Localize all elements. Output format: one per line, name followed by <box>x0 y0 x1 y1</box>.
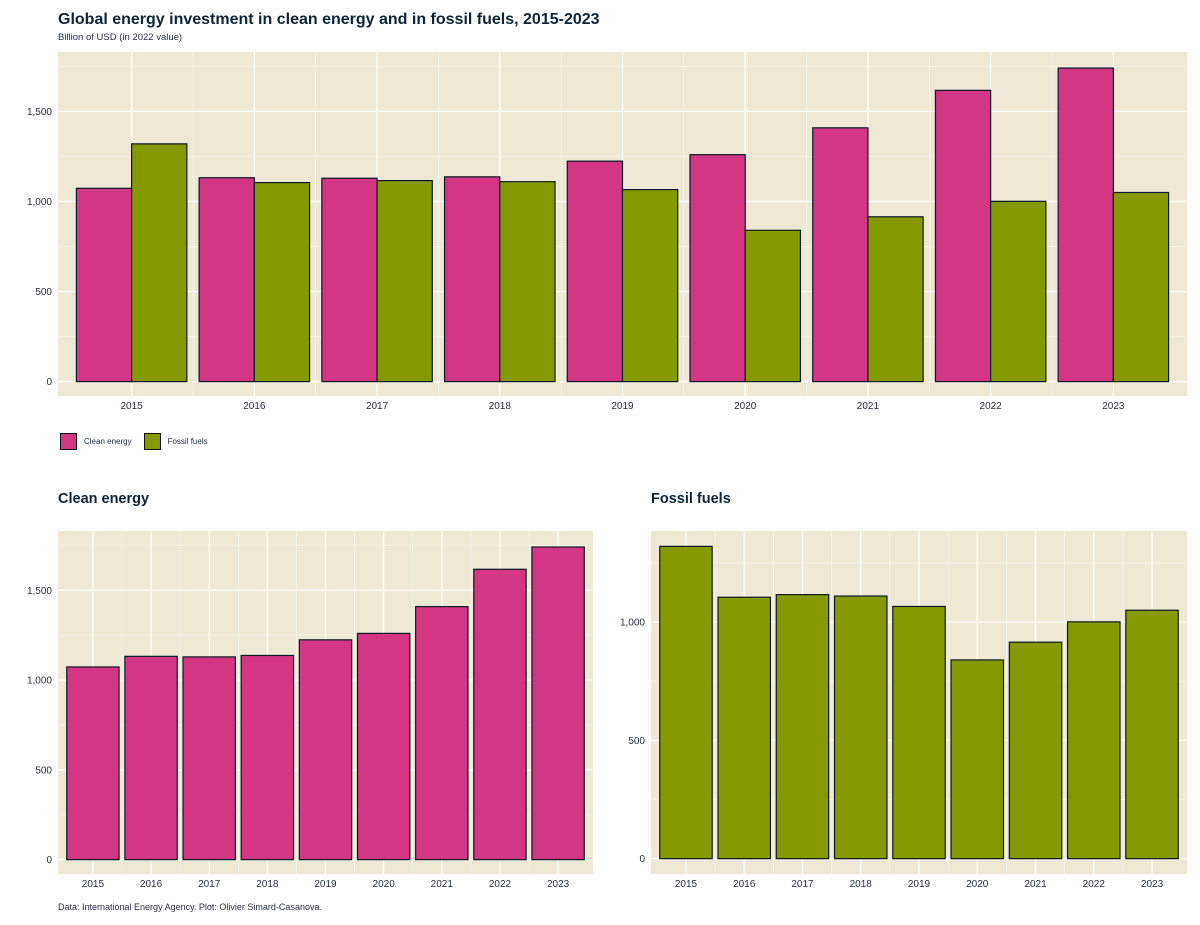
main-bar-fossil-fuels-2020 <box>744 229 802 383</box>
fossil-bar-fossil-fuels-2020 <box>950 659 1005 860</box>
legend-swatch-clean-energy <box>60 433 77 450</box>
clean-xtick-label: 2023 <box>547 879 570 890</box>
main-bar-fossil-fuels-2015 <box>131 143 188 383</box>
main-xtick-label: 2016 <box>243 401 266 412</box>
main-bar-clean-energy-2019 <box>566 160 624 383</box>
fossil-xtick-label: 2017 <box>791 879 814 890</box>
fossil-xtick-label: 2015 <box>675 879 698 890</box>
main-bar-fossil-fuels-2016 <box>253 181 311 383</box>
clean-bar-clean-energy-2020 <box>356 632 411 861</box>
fossil-bar-fossil-fuels-2017 <box>775 594 830 860</box>
clean-panel: 0 500 1,000 1,500 2015 2016 2017 2018 2019 2020 20… <box>27 531 593 890</box>
fossil-ytick-label: 0 <box>639 854 645 865</box>
main-bar-clean-energy-2020 <box>689 154 746 383</box>
clean-xtick-label: 2018 <box>256 879 279 890</box>
main-ytick-label: 0 <box>46 377 52 388</box>
clean-bar-clean-energy-2018 <box>240 654 295 861</box>
main-bar-clean-energy-2017 <box>321 177 378 383</box>
fossil-bar-fossil-fuels-2018 <box>833 595 888 860</box>
main-xtick-label: 2023 <box>1102 401 1125 412</box>
legend: Clean energy Fossil fuels <box>60 433 214 450</box>
clean-bar-clean-energy-2021 <box>415 606 469 861</box>
main-bar-fossil-fuels-2019 <box>621 189 679 383</box>
fossil-xtick-label: 2019 <box>908 879 931 890</box>
main-bar-fossil-fuels-2022 <box>990 200 1047 383</box>
clean-ytick-label: 0 <box>46 855 52 866</box>
main-xtick-label: 2022 <box>980 401 1003 412</box>
main-bar-clean-energy-2018 <box>443 176 501 383</box>
main-bar-clean-energy-2021 <box>812 127 869 383</box>
clean-bar-clean-energy-2022 <box>473 568 527 861</box>
clean-xtick-label: 2016 <box>140 879 163 890</box>
main-bar-clean-energy-2023 <box>1057 67 1114 383</box>
chart-title: Global energy investment in clean energy… <box>58 11 600 28</box>
fossil-xtick-label: 2018 <box>850 879 873 890</box>
clean-bar-clean-energy-2015 <box>66 666 120 861</box>
fossil-bar-fossil-fuels-2021 <box>1008 641 1063 860</box>
clean-xtick-label: 2022 <box>489 879 512 890</box>
clean-xtick-label: 2019 <box>314 879 337 890</box>
main-xtick-label: 2019 <box>611 401 634 412</box>
main-ytick-label: 1,500 <box>27 107 52 118</box>
caption: Data: International Energy Agency. Plot:… <box>58 902 322 912</box>
fossil-bar-fossil-fuels-2016 <box>717 596 772 860</box>
fossil-xtick-label: 2016 <box>733 879 756 890</box>
legend-item-clean-energy: Clean energy <box>60 433 132 450</box>
fossil-bar-fossil-fuels-2023 <box>1125 609 1179 860</box>
fossil-ytick-label: 1,000 <box>620 618 645 629</box>
clean-xtick-label: 2017 <box>198 879 221 890</box>
fossil-ytick-label: 500 <box>628 736 645 747</box>
clean-ytick-label: 1,000 <box>27 676 52 687</box>
main-xtick-label: 2015 <box>121 401 144 412</box>
fossil-xtick-label: 2020 <box>966 879 989 890</box>
clean-bar-clean-energy-2019 <box>298 639 353 861</box>
chart-subtitle: Billion of USD (in 2022 value) <box>58 32 183 43</box>
fossil-panel: 0 500 1,000 2015 2016 2017 2018 2019 2020 2021 202… <box>620 531 1187 890</box>
legend-label-clean-energy: Clean energy <box>84 437 132 446</box>
clean-bar-clean-energy-2023 <box>531 546 585 861</box>
clean-xtick-label: 2021 <box>431 879 454 890</box>
clean-ytick-label: 500 <box>35 765 52 776</box>
main-xtick-label: 2018 <box>489 401 512 412</box>
main-bar-fossil-fuels-2021 <box>867 216 924 383</box>
fossil-bar-fossil-fuels-2015 <box>659 545 713 860</box>
clean-panel-title: Clean energy <box>58 491 150 507</box>
legend-swatch-fossil-fuels <box>143 433 161 450</box>
fossil-panel-title: Fossil fuels <box>651 491 731 507</box>
main-panel: 0 500 1,000 1,500 2015 2016 2017 2018 2019 2020 20… <box>27 52 1187 412</box>
legend-label-fossil-fuels: Fossil fuels <box>167 437 208 446</box>
main-ytick-label: 1,000 <box>27 197 52 208</box>
main-bar-fossil-fuels-2018 <box>499 181 556 383</box>
main-bar-fossil-fuels-2023 <box>1112 191 1170 383</box>
fossil-xtick-label: 2023 <box>1141 879 1164 890</box>
clean-xtick-label: 2015 <box>82 879 105 890</box>
legend-item-fossil-fuels: Fossil fuels <box>143 433 208 450</box>
fossil-xtick-label: 2021 <box>1024 879 1047 890</box>
clean-bar-clean-energy-2017 <box>182 656 236 861</box>
main-bar-fossil-fuels-2017 <box>376 179 433 383</box>
main-bar-clean-energy-2016 <box>198 177 255 383</box>
main-bar-clean-energy-2015 <box>75 187 133 383</box>
main-xtick-label: 2020 <box>734 401 757 412</box>
main-bar-clean-energy-2022 <box>934 89 992 383</box>
fossil-xtick-label: 2022 <box>1083 879 1106 890</box>
clean-xtick-label: 2020 <box>373 879 396 890</box>
fossil-bar-fossil-fuels-2019 <box>892 605 946 860</box>
clean-ytick-label: 1,500 <box>27 586 52 597</box>
main-xtick-label: 2021 <box>857 401 880 412</box>
main-xtick-label: 2017 <box>366 401 389 412</box>
main-ytick-label: 500 <box>35 287 52 298</box>
fossil-bar-fossil-fuels-2022 <box>1066 621 1121 860</box>
clean-bar-clean-energy-2016 <box>124 655 178 861</box>
